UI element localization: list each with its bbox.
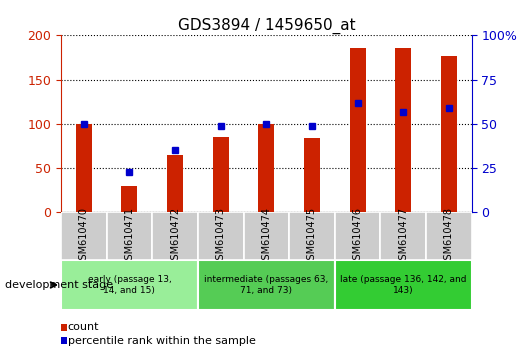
Bar bbox=[395, 48, 411, 212]
Bar bbox=[441, 56, 457, 212]
Bar bbox=[76, 124, 92, 212]
Bar bbox=[243, 212, 289, 260]
Bar bbox=[289, 212, 335, 260]
Bar bbox=[213, 137, 228, 212]
Text: GSM610473: GSM610473 bbox=[216, 207, 226, 266]
Bar bbox=[335, 212, 381, 260]
Bar bbox=[167, 155, 183, 212]
Bar bbox=[198, 212, 243, 260]
Text: GSM610472: GSM610472 bbox=[170, 207, 180, 266]
Text: development stage: development stage bbox=[5, 280, 113, 290]
Text: GSM610476: GSM610476 bbox=[352, 207, 363, 266]
Text: percentile rank within the sample: percentile rank within the sample bbox=[68, 336, 255, 346]
Text: intermediate (passages 63,
71, and 73): intermediate (passages 63, 71, and 73) bbox=[204, 275, 329, 295]
Bar bbox=[258, 124, 275, 212]
Bar bbox=[350, 48, 366, 212]
Bar bbox=[198, 260, 335, 310]
Text: early (passage 13,
14, and 15): early (passage 13, 14, and 15) bbox=[87, 275, 171, 295]
Bar bbox=[61, 337, 67, 344]
Bar bbox=[152, 212, 198, 260]
Bar bbox=[121, 186, 137, 212]
Text: late (passage 136, 142, and
143): late (passage 136, 142, and 143) bbox=[340, 275, 466, 295]
Text: GSM610470: GSM610470 bbox=[79, 207, 89, 266]
Text: GSM610477: GSM610477 bbox=[398, 207, 408, 266]
Bar bbox=[304, 138, 320, 212]
Text: GSM610474: GSM610474 bbox=[261, 207, 271, 266]
Bar bbox=[61, 260, 198, 310]
Bar bbox=[381, 212, 426, 260]
Text: count: count bbox=[68, 322, 99, 332]
Bar bbox=[107, 212, 152, 260]
Bar bbox=[335, 260, 472, 310]
Text: GSM610471: GSM610471 bbox=[125, 207, 135, 266]
Text: GSM610478: GSM610478 bbox=[444, 207, 454, 266]
Bar bbox=[61, 324, 67, 331]
Title: GDS3894 / 1459650_at: GDS3894 / 1459650_at bbox=[178, 18, 355, 34]
Bar bbox=[61, 212, 107, 260]
Text: GSM610475: GSM610475 bbox=[307, 207, 317, 266]
Bar bbox=[426, 212, 472, 260]
